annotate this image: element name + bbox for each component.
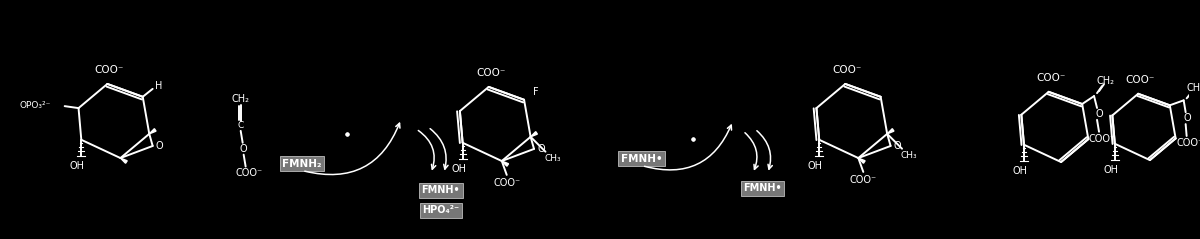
Polygon shape xyxy=(530,132,538,137)
Text: OH: OH xyxy=(70,161,85,171)
Text: OH: OH xyxy=(451,163,466,174)
Text: O: O xyxy=(1184,113,1192,123)
Text: O: O xyxy=(156,141,163,151)
Polygon shape xyxy=(149,129,156,134)
Text: C: C xyxy=(238,121,244,130)
Text: CH₂: CH₂ xyxy=(232,94,250,104)
Text: F: F xyxy=(533,87,539,97)
Text: COO⁻: COO⁻ xyxy=(95,65,124,75)
Text: COO⁻: COO⁻ xyxy=(235,168,262,179)
Text: O: O xyxy=(1096,109,1103,119)
Text: COO⁻: COO⁻ xyxy=(1088,134,1116,144)
Polygon shape xyxy=(858,158,865,163)
Text: OH: OH xyxy=(1013,166,1027,175)
Text: COO⁻: COO⁻ xyxy=(1176,138,1200,148)
Text: COO⁻: COO⁻ xyxy=(476,68,505,78)
Text: FMNH₂: FMNH₂ xyxy=(282,158,322,168)
Text: CH₃: CH₃ xyxy=(901,151,917,160)
Text: O: O xyxy=(240,144,247,154)
Text: H: H xyxy=(155,81,162,91)
Text: CH₂: CH₂ xyxy=(1187,83,1200,93)
Text: O: O xyxy=(538,144,545,154)
Text: OH: OH xyxy=(1103,164,1118,174)
Text: OPO₃²⁻: OPO₃²⁻ xyxy=(19,101,50,110)
Text: COO⁻: COO⁻ xyxy=(1036,73,1066,83)
Text: FMNH•: FMNH• xyxy=(421,185,460,195)
Text: FMNH•: FMNH• xyxy=(622,154,662,164)
Text: CH₃: CH₃ xyxy=(544,154,560,163)
Text: CH₂: CH₂ xyxy=(1097,76,1115,86)
Text: COO⁻: COO⁻ xyxy=(493,178,521,188)
Text: COO⁻: COO⁻ xyxy=(1126,75,1154,85)
Text: OH: OH xyxy=(808,161,823,171)
Polygon shape xyxy=(887,129,894,134)
Text: HPO₄²⁻: HPO₄²⁻ xyxy=(422,205,460,215)
Text: FMNH•: FMNH• xyxy=(743,183,782,193)
Text: O: O xyxy=(894,141,901,151)
Text: COO⁻: COO⁻ xyxy=(833,65,862,75)
Polygon shape xyxy=(502,161,509,166)
Text: COO⁻: COO⁻ xyxy=(850,175,877,185)
Polygon shape xyxy=(120,158,127,163)
